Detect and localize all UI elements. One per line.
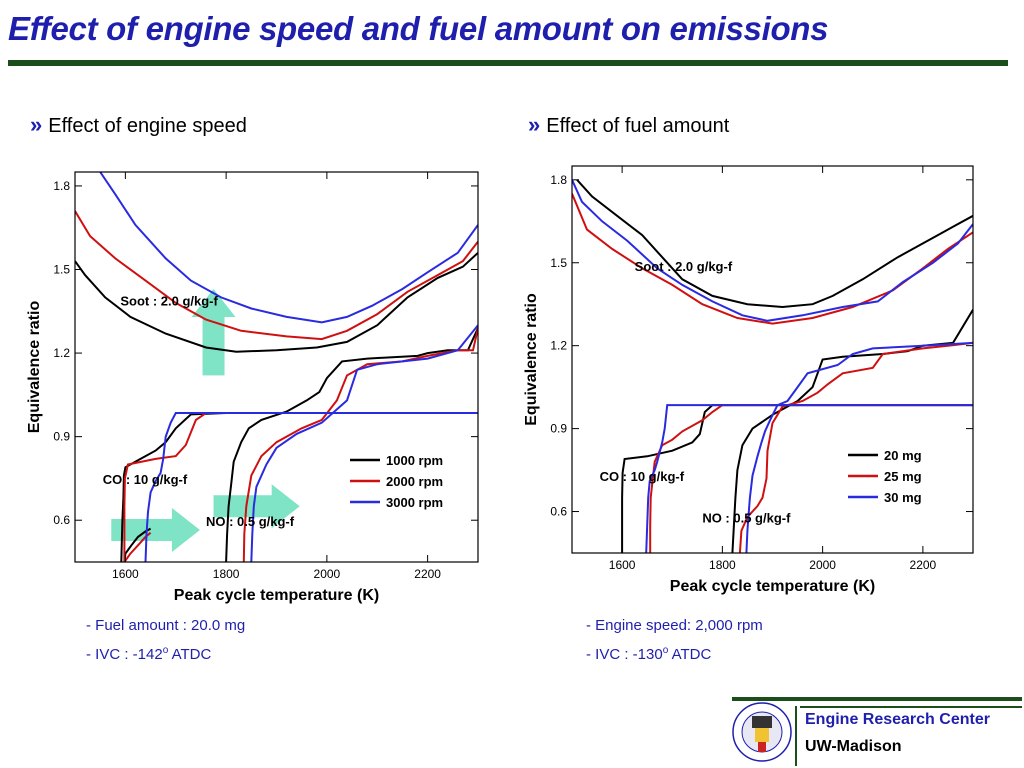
- y-tick-label: 1.2: [53, 346, 70, 360]
- annotation-label: NO : 0.5 g/kg-f: [702, 511, 791, 526]
- footer-vertical-divider: [795, 706, 797, 766]
- annotation-label: NO : 0.5 g/kg-f: [206, 514, 295, 529]
- series-line-2: [649, 404, 973, 553]
- series-line-1: [576, 179, 973, 309]
- legend-label: 3000 rpm: [386, 495, 443, 510]
- arrow-right-icon: [111, 507, 200, 552]
- right-note-ivc: - IVC : -130o ATDC: [586, 645, 711, 663]
- y-tick-label: 1.8: [550, 173, 567, 187]
- legend-label: 25 mg: [884, 469, 922, 484]
- legend-label: 30 mg: [884, 490, 922, 505]
- slide-title: Effect of engine speed and fuel amount o…: [8, 10, 829, 47]
- uw-erc-seal-icon: [732, 702, 792, 762]
- title-divider: [8, 60, 1008, 66]
- legend-label: 2000 rpm: [386, 474, 443, 489]
- y-tick-label: 1.5: [53, 263, 70, 277]
- series-line-1: [75, 252, 478, 353]
- series-line-2: [572, 193, 973, 325]
- right-note-speed: - Engine speed: 2,000 rpm: [586, 617, 763, 634]
- y-tick-label: 1.8: [53, 179, 70, 193]
- y-axis-label: Equivalence ratio: [523, 293, 540, 426]
- plot-frame: [74, 171, 479, 563]
- right-section-heading: » Effect of fuel amount: [528, 112, 729, 138]
- annotation-label: CO : 10 g/kg-f: [600, 469, 685, 484]
- series-line-2: [75, 210, 478, 341]
- x-tick-label: 2000: [809, 558, 836, 572]
- annotation-label: Soot : 2.0 g/kg-f: [120, 294, 218, 309]
- series-line-3: [250, 324, 478, 562]
- y-tick-label: 0.9: [550, 422, 567, 436]
- arrow-up-icon: [191, 289, 236, 376]
- x-tick-label: 1600: [112, 567, 139, 581]
- x-axis-label: Peak cycle temperature (K): [174, 587, 379, 604]
- left-note-ivc-unit: ATDC: [168, 646, 212, 663]
- bullet-icon: »: [30, 112, 43, 137]
- legend-label: 1000 rpm: [386, 453, 443, 468]
- left-heading-text: Effect of engine speed: [48, 115, 247, 137]
- x-axis-label: Peak cycle temperature (K): [670, 578, 875, 595]
- x-tick-label: 1600: [609, 558, 636, 572]
- org-name: Engine Research Center: [805, 711, 990, 728]
- left-note-ivc: - IVC : -142o ATDC: [86, 645, 211, 663]
- y-axis-label: Equivalence ratio: [26, 301, 43, 434]
- x-tick-label: 2200: [414, 567, 441, 581]
- org-subtitle: UW-Madison: [805, 738, 902, 755]
- annotation-label: CO : 10 g/kg-f: [103, 472, 188, 487]
- annotation-label: Soot : 2.0 g/kg-f: [635, 259, 733, 274]
- series-line-3: [144, 412, 478, 562]
- x-tick-label: 2000: [314, 567, 341, 581]
- y-tick-label: 0.6: [53, 513, 70, 527]
- footer-divider-thin: [800, 706, 1022, 708]
- plot-frame: [571, 165, 974, 554]
- degree-symbol: o: [162, 645, 169, 656]
- y-tick-label: 0.6: [550, 505, 567, 519]
- right-note-ivc-unit: ATDC: [668, 646, 712, 663]
- right-heading-text: Effect of fuel amount: [546, 115, 730, 137]
- series-line-2: [242, 327, 478, 562]
- left-section-heading: » Effect of engine speed: [30, 112, 247, 138]
- right-note-ivc-text: - IVC : -130: [586, 646, 663, 663]
- arrow-right-icon: [213, 484, 300, 529]
- bullet-icon: »: [528, 112, 541, 137]
- left-note-fuel: - Fuel amount : 20.0 mg: [86, 617, 246, 634]
- left-note-ivc-text: - IVC : -142: [86, 646, 163, 663]
- y-tick-label: 1.2: [550, 339, 567, 353]
- x-tick-label: 2200: [910, 558, 937, 572]
- y-tick-label: 0.9: [53, 430, 70, 444]
- footer-divider: [732, 697, 1022, 701]
- series-line-3: [572, 179, 973, 322]
- series-line-1: [225, 327, 478, 562]
- series-line-1: [120, 412, 478, 562]
- series-line-3: [645, 404, 973, 553]
- degree-symbol: o: [662, 645, 669, 656]
- x-tick-label: 1800: [709, 558, 736, 572]
- series-line-3: [745, 341, 973, 553]
- x-tick-label: 1800: [213, 567, 240, 581]
- series-line-3: [99, 172, 478, 324]
- legend-label: 20 mg: [884, 448, 922, 463]
- series-line-2: [738, 341, 973, 553]
- y-tick-label: 1.5: [550, 256, 567, 270]
